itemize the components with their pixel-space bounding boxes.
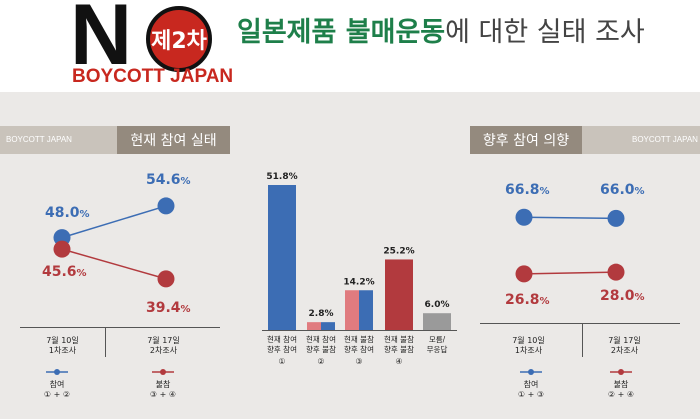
bar-category-num-1: ① [278,357,285,366]
left-x-label-2: 7월 17일 2차조사 [147,336,180,355]
right-strip-text: BOYCOTT JAPAN [632,135,698,144]
left-point-blue-2 [157,197,175,215]
left-legend-blue-marker [46,369,68,375]
bar-value-label-5: 6.0% [425,300,450,310]
bar-value-label-1: 51.8% [266,172,297,182]
bar-4 [385,259,413,330]
bar-2-left [307,322,321,330]
left-point-red-1 [53,240,71,258]
left-red-label-2: 39.4% [146,300,191,316]
bar-category-label-5-1: 모름/ [429,335,446,344]
right-line-blue [523,216,617,220]
right-axis-divider [582,323,583,357]
right-blue-label-2: 66.0% [600,182,645,198]
left-axis-divider [105,327,106,357]
right-legend-red-label: 불참 ② + ④ [607,380,635,399]
right-line-svg [515,208,625,283]
left-legend-red-label: 불참 ③ + ④ [149,380,177,399]
left-point-red-2 [157,270,175,288]
bar-value-label-4: 25.2% [383,246,414,256]
right-point-blue-1 [515,208,533,226]
right-x-label-2: 7월 17일 2차조사 [608,336,641,355]
left-red-label-1: 45.6% [42,264,87,280]
right-panel-heading: 향후 참여 의향 [470,126,582,154]
bar-5 [423,313,451,330]
right-x-label-1: 7월 10일 1차조사 [512,336,545,355]
header: N 제2차 BOYCOTT JAPAN 일본제품 불매운동에 대한 실태 조사 [0,0,700,92]
left-strip-text: BOYCOTT JAPAN [6,135,72,144]
bar-category-num-4: ④ [395,357,402,366]
page-title: 일본제품 불매운동에 대한 실태 조사 [237,10,645,49]
left-line-svg [53,197,175,288]
bar-3-right [359,290,373,330]
bar-category-label-1-1: 현재 참여 [267,334,297,344]
left-panel-heading: 현재 참여 실태 [117,126,230,154]
right-point-red-2 [607,263,625,281]
bar-value-label-3: 14.2% [343,277,374,287]
bar-category-label-2-2: 향후 불참 [306,344,336,354]
bar-category-num-3: ③ [355,357,362,366]
right-legend-blue-marker [520,369,542,375]
left-line-blue [61,205,167,239]
left-legend-blue-label: 참여 ① + ② [43,380,71,399]
bar-category-label-5-2: 무응답 [427,344,448,354]
right-legend-red-marker [610,369,632,375]
right-red-label-2: 28.0% [600,288,645,304]
bar-category-label-4-2: 향후 불참 [384,344,414,354]
logo-letter-n: N [70,0,132,83]
title-emphasis: 일본제품 불매운동 [237,17,446,48]
left-blue-label-2: 54.6% [146,172,191,188]
right-red-label-1: 26.8% [505,292,550,308]
left-line-red [61,248,167,280]
left-legend-red-marker [152,369,174,375]
bar-category-label-4-1: 현재 불참 [384,334,414,344]
left-x-label-1: 7월 10일 1차조사 [46,336,79,355]
title-rest: 에 대한 실태 조사 [445,17,645,48]
right-line-red [523,271,617,275]
right-point-blue-2 [607,209,625,227]
bar-1 [268,185,296,330]
bar-baseline [262,330,457,331]
right-axis-line [480,323,680,324]
logo-badge: 제2차 [146,6,212,72]
bar-3-left [345,290,359,330]
bar-category-label-3-2: 향후 참여 [344,344,374,354]
left-blue-label-1: 48.0% [45,205,90,221]
logo-badge-text: 제2차 [151,29,207,54]
bar-category-label-2-1: 현재 참여 [306,334,336,344]
right-blue-label-1: 66.8% [505,182,550,198]
left-axis-line [20,327,220,328]
right-legend-blue-label: 참여 ① + ③ [517,380,545,399]
right-point-red-1 [515,265,533,283]
bar-category-num-2: ② [317,357,324,366]
bar-category-label-3-1: 현재 불참 [344,334,374,344]
bar-2-right [321,322,335,330]
logo-boycott-text: BOYCOTT JAPAN [72,66,234,87]
bar-category-label-1-2: 향후 참여 [267,344,297,354]
bar-value-label-2: 2.8% [309,309,334,319]
